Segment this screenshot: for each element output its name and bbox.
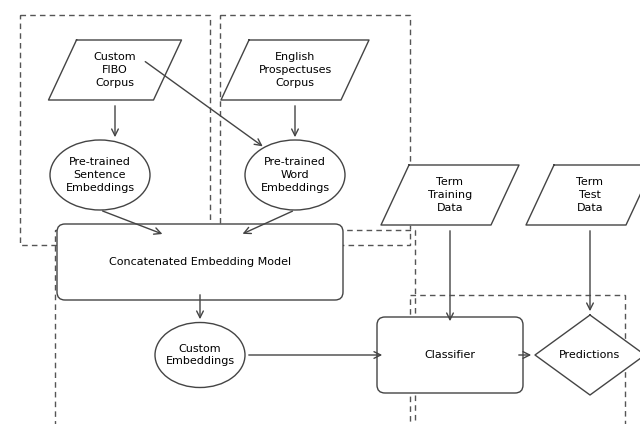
Text: Custom
FIBO
Corpus: Custom FIBO Corpus [93, 52, 136, 88]
Text: Term
Test
Data: Term Test Data [577, 177, 604, 213]
Text: Custom
Embeddings: Custom Embeddings [165, 343, 235, 366]
Polygon shape [221, 40, 369, 100]
Text: Pre-trained
Sentence
Embeddings: Pre-trained Sentence Embeddings [65, 157, 134, 193]
Text: Predictions: Predictions [559, 350, 621, 360]
Polygon shape [49, 40, 182, 100]
Polygon shape [381, 165, 519, 225]
Bar [20, 15, 210, 245]
Bar [55, 230, 415, 424]
Bar [410, 295, 625, 424]
Polygon shape [535, 315, 640, 395]
Text: Classifier: Classifier [424, 350, 476, 360]
FancyBboxPatch shape [377, 317, 523, 393]
Ellipse shape [155, 323, 245, 388]
Text: Pre-trained
Word
Embeddings: Pre-trained Word Embeddings [260, 157, 330, 193]
FancyBboxPatch shape [57, 224, 343, 300]
Bar [220, 15, 410, 245]
Ellipse shape [245, 140, 345, 210]
Ellipse shape [50, 140, 150, 210]
Polygon shape [526, 165, 640, 225]
Text: Concatenated Embedding Model: Concatenated Embedding Model [109, 257, 291, 267]
Text: Term
Training
Data: Term Training Data [428, 177, 472, 213]
Text: English
Prospectuses
Corpus: English Prospectuses Corpus [259, 52, 332, 88]
